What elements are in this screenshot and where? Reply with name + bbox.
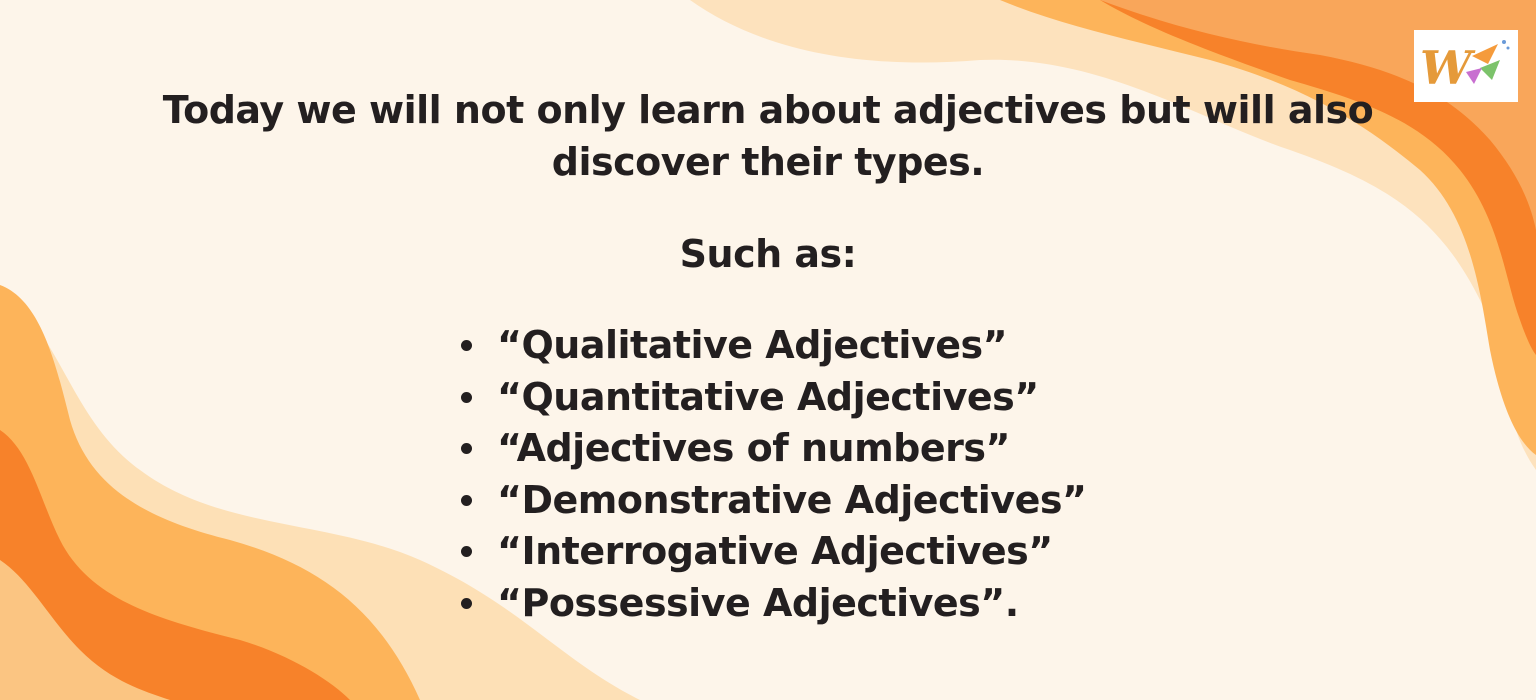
- bottom-left-wave-highlight: [0, 560, 170, 700]
- list-item-label: “Possessive Adjectives”.: [497, 580, 1019, 625]
- svg-text:W: W: [1420, 41, 1476, 95]
- list-item-label: “Adjectives of numbers”: [497, 426, 1010, 470]
- list-item: “Quantitative Adjectives”: [460, 372, 1086, 424]
- top-right-wave-light: [690, 0, 1536, 470]
- bullet-icon: [461, 546, 472, 557]
- list-item: “Interrogative Adjectives”: [460, 526, 1086, 578]
- such-as-heading: Such as:: [679, 232, 857, 276]
- bottom-left-wave-dark: [0, 430, 350, 700]
- bullet-icon: [461, 597, 472, 609]
- bullet-icon: [461, 340, 472, 351]
- list-item-label: “Quantitative Adjectives”: [497, 374, 1039, 419]
- bullet-icon: [461, 494, 472, 506]
- list-item: “Demonstrative Adjectives”: [460, 475, 1087, 527]
- bullet-icon: [461, 391, 472, 403]
- list-item: “Possessive Adjectives”.: [460, 578, 1086, 630]
- w-logo-icon: W: [1420, 40, 1510, 95]
- list-item-label: “Demonstrative Adjectives”: [497, 477, 1087, 522]
- list-item: “Adjectives of numbers”: [460, 423, 1086, 475]
- list-item: “Qualitative Adjectives”: [460, 320, 1086, 372]
- list-item-label: “Qualitative Adjectives”: [497, 323, 1008, 367]
- intro-text: Today we will not only learn about adjec…: [162, 88, 1374, 184]
- adjective-types-list: “Qualitative Adjectives” “Quantitative A…: [460, 320, 1087, 630]
- list-item-label: “Interrogative Adjectives”: [497, 529, 1053, 573]
- bullet-icon: [461, 443, 472, 454]
- site-logo[interactable]: W: [1414, 30, 1518, 102]
